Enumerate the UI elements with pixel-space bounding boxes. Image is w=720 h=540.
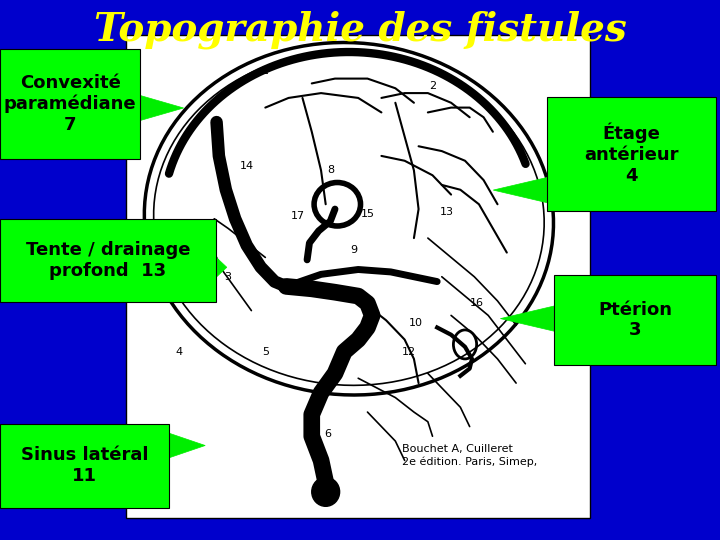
Text: 2: 2 [429,81,436,91]
Polygon shape [493,177,551,204]
FancyBboxPatch shape [0,424,169,508]
Polygon shape [137,94,184,122]
Text: 17: 17 [291,211,305,221]
Text: 12: 12 [402,347,416,356]
Text: Étage
antérieur
4: Étage antérieur 4 [585,123,679,185]
Text: 9: 9 [350,245,357,255]
Polygon shape [166,432,205,459]
Text: 14: 14 [240,160,254,171]
Text: Ptérion
3: Ptérion 3 [598,301,672,339]
Text: 16: 16 [469,298,484,308]
Text: Sinus latéral
11: Sinus latéral 11 [21,447,148,485]
Polygon shape [212,254,227,281]
Text: 10: 10 [409,318,423,328]
Text: 1: 1 [262,66,269,76]
Text: Convexité
paramédiane
7: Convexité paramédiane 7 [4,74,137,134]
FancyBboxPatch shape [126,35,590,518]
Text: 3: 3 [225,272,232,282]
FancyBboxPatch shape [554,275,716,364]
Text: Tente / drainage
profond  13: Tente / drainage profond 13 [26,241,190,280]
Polygon shape [500,305,558,332]
Text: Topographie des fistules: Topographie des fistules [94,10,626,49]
Text: 13: 13 [439,206,454,217]
Text: 6: 6 [325,429,331,439]
FancyBboxPatch shape [0,49,140,159]
Ellipse shape [312,477,340,507]
Text: Bouchet A, Cuilleret
2e édition. Paris, Simep,: Bouchet A, Cuilleret 2e édition. Paris, … [402,444,538,467]
Text: 11: 11 [358,327,372,338]
FancyBboxPatch shape [547,97,716,211]
Text: 7: 7 [325,487,332,497]
Text: 5: 5 [262,347,269,356]
Text: 4: 4 [176,347,183,356]
Text: 15: 15 [361,209,374,219]
FancyBboxPatch shape [0,219,216,302]
Text: 8: 8 [327,165,334,176]
